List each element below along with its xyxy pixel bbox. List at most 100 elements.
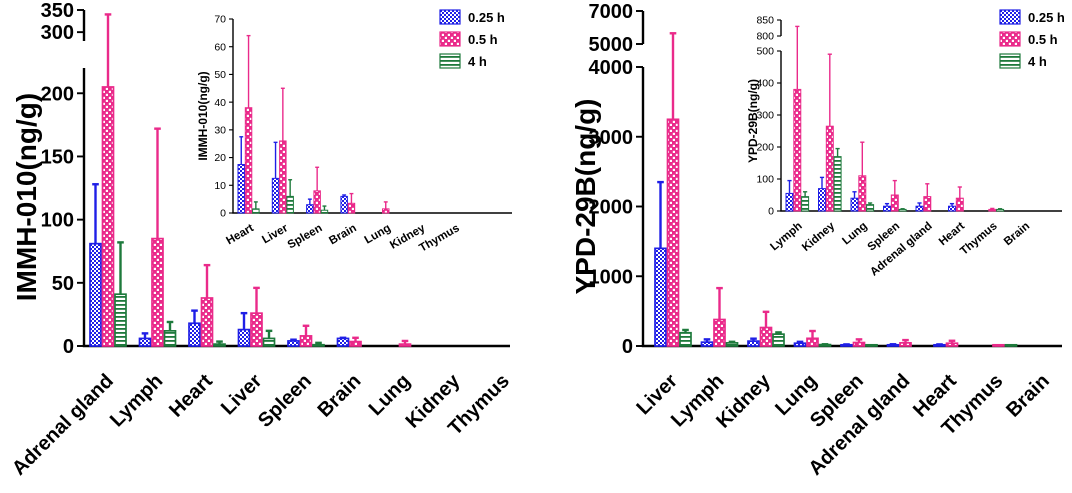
left-main-ytick-label-5: 300	[41, 22, 74, 44]
left-main-bar-4h-heart	[213, 343, 226, 347]
right-inset-legend-swatch-0	[999, 9, 1021, 25]
left-main-bar-0.5h-heart	[200, 297, 214, 347]
right-inset-bar-0.5h-lung	[858, 175, 867, 212]
right-inset-category-label-0: Lymph	[768, 220, 804, 253]
right-inset-bar-4h-spleen	[898, 208, 907, 212]
left-inset-ytick-label-6: 60	[214, 41, 226, 53]
right-inset-ytick-label-2: 200	[756, 142, 774, 154]
left-inset-bar-0.5h-brain	[347, 202, 356, 214]
right-inset-category-label-7: Brain	[1002, 220, 1032, 248]
left-inset-bar-0.25h-heart	[237, 164, 245, 214]
right-main-category-label-8: Brain	[1002, 370, 1054, 422]
right-inset-ytick-label-4: 400	[756, 78, 774, 90]
right-main-bar-0.25h-kidney	[747, 340, 760, 347]
right-inset-legend-label-0: 0.25 h	[1028, 10, 1065, 25]
right-inset-bar-4h-lung	[866, 204, 875, 212]
left-inset-legend-swatch-2	[439, 53, 461, 69]
left-main-ytick-label-1: 50	[52, 273, 74, 295]
left-main-bar-0.5h-spleen	[299, 335, 313, 347]
right-inset-ytick-label-7: 850	[756, 15, 774, 27]
right-main-bar-0.25h-liver	[654, 247, 667, 347]
right-main-bar-0.5h-spleen	[852, 341, 866, 347]
right-inset-bar-0.25h-heart	[948, 205, 956, 212]
left-main-category-label-4: Spleen	[254, 370, 316, 432]
left-main-bar-4h-liver	[262, 337, 276, 347]
left-main-ytick-label-4: 200	[41, 83, 74, 105]
right-inset-ytick-label-3: 300	[756, 110, 774, 122]
left-main-ytick-label-3: 150	[41, 146, 74, 168]
left-main-bar-4h-lymph	[163, 329, 177, 347]
left-inset-category-label-0: Heart	[224, 222, 256, 247]
left-main-bar-0.25h-adrenal-gland	[89, 242, 102, 347]
left-main-bar-0.25h-spleen	[287, 340, 300, 347]
right-inset-bar-4h-lymph	[801, 196, 810, 212]
left-inset-ytick-label-3: 30	[214, 125, 226, 137]
left-inset-legend-label-1: 0.5 h	[468, 32, 498, 47]
right-inset-y-axis-label: YPD-29B(ng/g)	[746, 79, 760, 163]
right-main-y-axis-label: YPD-29B(ng/g)	[570, 99, 601, 295]
right-main-bar-0.25h-lymph	[700, 341, 714, 347]
right-main-bar-4h-liver	[679, 331, 692, 347]
left-main-bar-0.25h-brain	[336, 337, 350, 347]
right-main-bar-0.5h-lung	[806, 337, 819, 347]
left-inset-ytick-label-4: 40	[214, 97, 226, 109]
left-main-bar-0.5h-lung	[398, 343, 412, 347]
left-main-ytick-label-0: 0	[63, 336, 74, 358]
right-main-bar-0.5h-kidney	[759, 326, 773, 347]
right-main-ytick-label-1: 1000	[589, 266, 634, 288]
left-inset-bar-0.5h-heart	[244, 107, 253, 214]
right-inset-bar-4h-thymus	[996, 208, 1005, 212]
right-main-bar-0.5h-liver	[666, 118, 680, 347]
left-main-category-label-5: Brain	[314, 370, 366, 422]
left-inset-bar-0.5h-liver	[279, 140, 287, 214]
right-main-ytick-label-3: 3000	[589, 127, 634, 149]
left-inset-ytick-label-7: 70	[214, 14, 226, 26]
left-main-bar-0.5h-adrenal-gland	[101, 86, 115, 347]
right-main-ytick-label-6: 7000	[589, 1, 634, 23]
left-main-category-label-0: Adrenal gland	[8, 370, 118, 480]
left-inset-category-label-2: Spleen	[286, 222, 325, 251]
left-main-bar-4h-spleen	[312, 343, 325, 347]
right-inset-bar-0.5h-lymph	[793, 88, 802, 212]
left-inset-ytick-label-2: 20	[214, 152, 226, 164]
left-inset-bar-4h-heart	[252, 208, 260, 214]
right-main-ytick-label-4: 4000	[589, 57, 634, 79]
left-inset-bar-0.5h-lung	[382, 208, 390, 214]
left-inset-bar-0.25h-brain	[340, 195, 348, 214]
right-inset-category-label-2: Lung	[840, 220, 869, 247]
right-inset-bar-0.25h-adrenal-gland	[915, 205, 924, 212]
right-inset-ytick-label-5: 500	[756, 46, 774, 58]
right-inset-category-label-6: Thymus	[958, 220, 999, 258]
left-inset-ytick-label-0: 0	[220, 208, 226, 220]
chart-layer: 050100150200300350IMMH-010(ng/g)Adrenal …	[8, 0, 1065, 480]
left-main-y-axis-label: IMMH-010(ng/g)	[11, 93, 42, 301]
right-main-ytick-label-2: 2000	[589, 197, 634, 219]
right-inset-bar-0.25h-lung	[850, 197, 859, 212]
left-inset-legend-label-2: 4 h	[468, 54, 487, 69]
right-inset-legend-label-1: 0.5 h	[1028, 32, 1058, 47]
left-inset-bar-4h-spleen	[320, 209, 329, 214]
right-main-bar-0.25h-lung	[793, 342, 807, 347]
right-inset-bar-0.5h-heart	[955, 197, 964, 212]
right-inset-legend-swatch-1	[999, 31, 1021, 47]
right-inset-bar-0.5h-adrenal-gland	[923, 196, 932, 212]
left-inset-ytick-label-5: 50	[214, 69, 226, 81]
right-inset-ytick-label-6: 800	[756, 31, 774, 43]
right-main-ytick-label-0: 0	[622, 336, 633, 358]
right-main-bar-0.5h-lymph	[713, 318, 726, 347]
left-inset-legend-label-0: 0.25 h	[468, 10, 505, 25]
right-main-bar-0.5h-adrenal-gland	[899, 342, 912, 347]
right-inset-bar-0.25h-lymph	[785, 192, 794, 212]
right-inset-bar-0.25h-kidney	[818, 188, 826, 212]
left-main-ytick-label-6: 350	[41, 0, 74, 22]
left-inset-y-axis-label: IMMH-010(ng/g)	[196, 71, 210, 160]
right-inset-bar-0.25h-spleen	[883, 205, 891, 212]
left-inset-bar-4h-liver	[286, 195, 294, 214]
left-inset-ytick-label-1: 10	[214, 180, 226, 192]
left-main-ytick-label-2: 100	[41, 210, 74, 232]
right-inset-bar-4h-kidney	[833, 156, 842, 212]
right-main-bar-0.5h-heart	[945, 342, 959, 347]
left-main-bar-0.25h-lymph	[138, 337, 152, 347]
left-inset-bar-0.25h-liver	[271, 177, 280, 214]
